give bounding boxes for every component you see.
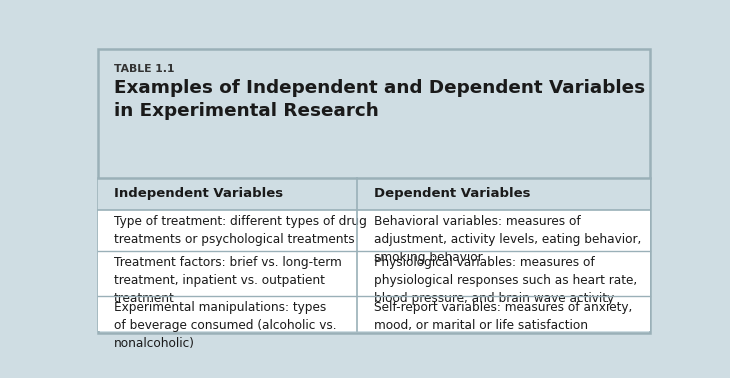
Text: in Experimental Research: in Experimental Research (114, 102, 379, 120)
Text: Type of treatment: different types of drug
treatments or psychological treatment: Type of treatment: different types of dr… (114, 215, 366, 246)
Text: Dependent Variables: Dependent Variables (374, 187, 531, 200)
Text: Examples of Independent and Dependent Variables: Examples of Independent and Dependent Va… (114, 79, 645, 97)
FancyBboxPatch shape (98, 178, 650, 210)
Text: Self-report variables: measures of anxiety,
mood, or marital or life satisfactio: Self-report variables: measures of anxie… (374, 301, 632, 332)
FancyBboxPatch shape (98, 251, 650, 296)
FancyBboxPatch shape (98, 49, 650, 333)
FancyBboxPatch shape (98, 210, 650, 251)
Text: Behavioral variables: measures of
adjustment, activity levels, eating behavior,
: Behavioral variables: measures of adjust… (374, 215, 642, 264)
Text: Treatment factors: brief vs. long-term
treatment, inpatient vs. outpatient
treat: Treatment factors: brief vs. long-term t… (114, 256, 342, 305)
Text: Experimental manipulations: types
of beverage consumed (alcoholic vs.
nonalcohol: Experimental manipulations: types of bev… (114, 301, 337, 350)
FancyBboxPatch shape (98, 296, 650, 331)
Text: Independent Variables: Independent Variables (114, 187, 283, 200)
Text: Physiological variables: measures of
physiological responses such as heart rate,: Physiological variables: measures of phy… (374, 256, 637, 305)
Text: TABLE 1.1: TABLE 1.1 (114, 64, 174, 74)
